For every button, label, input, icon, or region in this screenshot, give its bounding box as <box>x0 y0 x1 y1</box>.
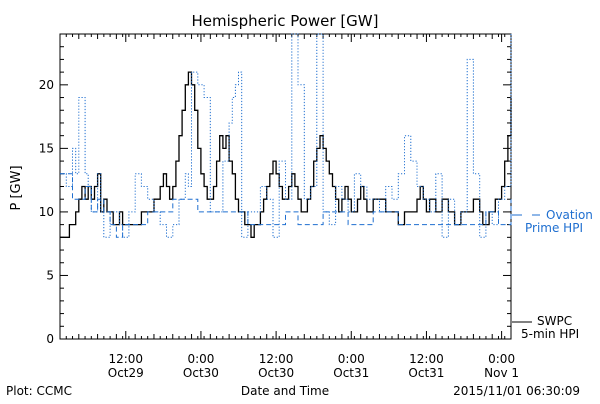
legend-swpc: SWPC 5-min HPI <box>512 314 579 341</box>
plot-credit: Plot: CCMC <box>6 384 72 398</box>
y-axis-label: P [GW] <box>9 165 24 210</box>
chart-title: Hemispheric Power [GW] <box>192 12 379 30</box>
legend-ovation-label-2: Prime HPI <box>525 221 583 235</box>
y-tick-label-0: 0 <box>46 332 54 346</box>
series-line-2 <box>60 173 512 238</box>
series-line-0 <box>60 71 512 238</box>
plot-timestamp: 2015/11/01 06:30:09 <box>453 384 580 398</box>
x-tick-time-5: 0:00 <box>488 352 515 366</box>
x-tick-time-3: 0:00 <box>338 352 365 366</box>
x-tick-date-3: Oct31 <box>333 366 369 380</box>
y-tick-label-4: 20 <box>39 78 54 92</box>
legend-ovation-label-1: Ovation <box>546 208 593 222</box>
series-layer <box>60 33 512 238</box>
legend-swpc-label-2: 5-min HPI <box>521 327 579 341</box>
y-axis: 0 5 10 15 20 <box>39 33 511 346</box>
x-tick-date-5: Nov 1 <box>484 366 519 380</box>
x-tick-time-0: 12:00 <box>108 352 143 366</box>
x-axis: 12:00Oct290:00Oct3012:00Oct300:00Oct3112… <box>65 34 519 380</box>
x-tick-time-2: 12:00 <box>259 352 294 366</box>
x-tick-date-4: Oct31 <box>408 366 444 380</box>
x-tick-date-2: Oct30 <box>258 366 294 380</box>
x-tick-time-1: 0:00 <box>187 352 214 366</box>
legend-swpc-label-1: SWPC <box>537 314 572 328</box>
x-tick-time-4: 12:00 <box>409 352 444 366</box>
legend-ovation-prime: Ovation Prime HPI <box>512 208 593 235</box>
x-tick-date-1: Oct30 <box>183 366 219 380</box>
series-line-1 <box>60 33 512 238</box>
x-axis-label: Date and Time <box>241 384 329 398</box>
y-tick-label-2: 10 <box>39 205 54 219</box>
x-tick-date-0: Oct29 <box>108 366 144 380</box>
y-tick-label-3: 15 <box>39 141 54 155</box>
y-tick-label-1: 5 <box>46 268 54 282</box>
